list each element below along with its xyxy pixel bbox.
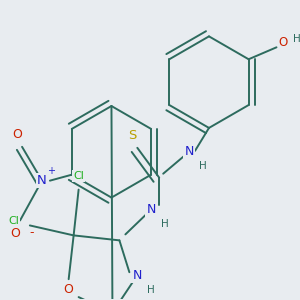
Text: H: H bbox=[199, 161, 207, 171]
Text: N: N bbox=[184, 145, 194, 158]
Text: O: O bbox=[279, 36, 288, 49]
Text: H: H bbox=[292, 34, 300, 44]
Text: Cl: Cl bbox=[73, 171, 84, 181]
Text: H: H bbox=[161, 219, 169, 230]
Text: H: H bbox=[147, 285, 155, 295]
Text: +: + bbox=[47, 166, 55, 176]
Text: O: O bbox=[64, 283, 74, 296]
Text: Cl: Cl bbox=[8, 217, 20, 226]
Text: N: N bbox=[147, 203, 156, 216]
Text: N: N bbox=[37, 174, 47, 187]
Text: O: O bbox=[10, 227, 20, 240]
Text: S: S bbox=[128, 129, 136, 142]
Text: N: N bbox=[133, 269, 142, 282]
Text: Cl: Cl bbox=[63, 288, 74, 298]
Text: -: - bbox=[30, 226, 34, 239]
Text: O: O bbox=[12, 128, 22, 141]
